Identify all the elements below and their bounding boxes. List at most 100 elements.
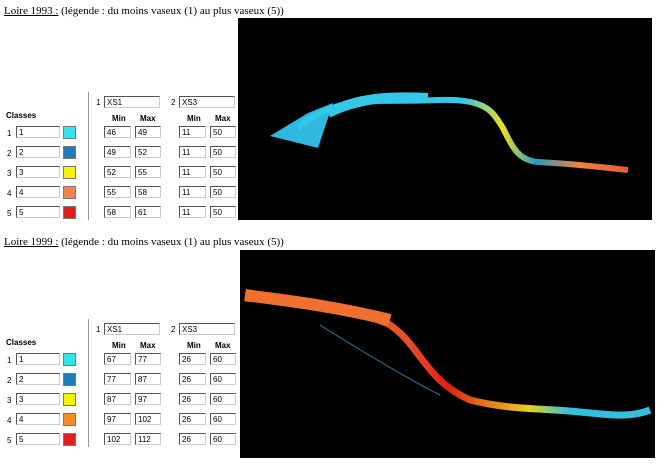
- max-input: 102: [135, 413, 161, 425]
- class-swatch: [63, 373, 76, 386]
- min-input: 26: [179, 373, 206, 385]
- class-swatch: [63, 186, 76, 199]
- heading: Loire 1993 : (légende : du moins vaseux …: [4, 5, 284, 17]
- heading: Loire 1999 : (légende : du moins vaseux …: [4, 236, 284, 248]
- max-input: 49: [135, 126, 161, 138]
- min-input: 102: [104, 433, 131, 445]
- min-input: 49: [104, 146, 131, 158]
- max-input: 60: [210, 433, 236, 445]
- min-input: 26: [179, 413, 206, 425]
- class-swatch: [63, 126, 76, 139]
- class-index: 5: [7, 209, 12, 218]
- class-index: 2: [7, 376, 12, 385]
- class-swatch: [63, 353, 76, 366]
- separator: [88, 92, 89, 220]
- title: Loire 1993 :: [4, 5, 59, 17]
- class-index: 1: [7, 356, 12, 365]
- class-index: 4: [7, 416, 12, 425]
- column-name: XS3: [179, 323, 235, 335]
- min-input: 52: [104, 166, 131, 178]
- column-number: 1: [96, 98, 101, 107]
- class-swatch: [63, 166, 76, 179]
- class-input: 4: [16, 413, 60, 425]
- min-input: 11: [179, 206, 206, 218]
- river-image: [240, 250, 655, 458]
- min-input: 55: [104, 186, 131, 198]
- min-input: 11: [179, 146, 206, 158]
- column-name: XS1: [104, 323, 160, 335]
- min-label: Min: [112, 114, 126, 123]
- class-index: 3: [7, 169, 12, 178]
- river-image: [238, 18, 652, 220]
- river-map: [244, 289, 652, 419]
- max-input: 61: [135, 206, 161, 218]
- max-input: 60: [210, 353, 236, 365]
- column-number: 2: [171, 98, 176, 107]
- min-input: 87: [104, 393, 131, 405]
- max-input: 58: [135, 186, 161, 198]
- column-name: XS3: [179, 96, 235, 108]
- class-swatch: [63, 393, 76, 406]
- class-swatch: [63, 433, 76, 446]
- class-swatch: [63, 413, 76, 426]
- min-label: Min: [187, 114, 201, 123]
- min-input: 58: [104, 206, 131, 218]
- min-label: Min: [112, 341, 126, 350]
- caption: (légende : du moins vaseux (1) au plus v…: [58, 5, 284, 17]
- title: Loire 1999 :: [4, 236, 59, 248]
- class-index: 4: [7, 189, 12, 198]
- max-input: 50: [210, 186, 236, 198]
- max-label: Max: [215, 341, 231, 350]
- river-map: [270, 92, 629, 173]
- min-label: Min: [187, 341, 201, 350]
- column-name: XS1: [104, 96, 160, 108]
- class-input: 5: [16, 433, 60, 445]
- min-input: 46: [104, 126, 131, 138]
- class-swatch: [63, 146, 76, 159]
- min-input: 77: [104, 373, 131, 385]
- min-input: 26: [179, 353, 206, 365]
- column-number: 2: [171, 325, 176, 334]
- column-number: 1: [96, 325, 101, 334]
- min-input: 67: [104, 353, 131, 365]
- class-input: 4: [16, 186, 60, 198]
- max-input: 60: [210, 373, 236, 385]
- min-input: 26: [179, 393, 206, 405]
- class-input: 5: [16, 206, 60, 218]
- min-input: 97: [104, 413, 131, 425]
- max-input: 52: [135, 146, 161, 158]
- class-index: 1: [7, 129, 12, 138]
- caption: (légende : du moins vaseux (1) au plus v…: [58, 236, 284, 248]
- max-input: 50: [210, 166, 236, 178]
- max-input: 50: [210, 146, 236, 158]
- max-input: 50: [210, 126, 236, 138]
- max-input: 112: [135, 433, 161, 445]
- classes-label: Classes: [6, 111, 37, 120]
- max-input: 77: [135, 353, 161, 365]
- separator: [88, 319, 89, 447]
- class-input: 2: [16, 146, 60, 158]
- classes-label: Classes: [6, 338, 37, 347]
- max-label: Max: [140, 341, 156, 350]
- max-input: 55: [135, 166, 161, 178]
- max-label: Max: [140, 114, 156, 123]
- class-index: 3: [7, 396, 12, 405]
- class-swatch: [63, 206, 76, 219]
- min-input: 11: [179, 126, 206, 138]
- class-input: 1: [16, 126, 60, 138]
- max-input: 60: [210, 413, 236, 425]
- class-index: 5: [7, 436, 12, 445]
- max-input: 97: [135, 393, 161, 405]
- class-input: 3: [16, 393, 60, 405]
- class-input: 3: [16, 166, 60, 178]
- min-input: 11: [179, 186, 206, 198]
- max-input: 87: [135, 373, 161, 385]
- min-input: 26: [179, 433, 206, 445]
- max-label: Max: [215, 114, 231, 123]
- class-index: 2: [7, 149, 12, 158]
- class-input: 1: [16, 353, 60, 365]
- class-input: 2: [16, 373, 60, 385]
- max-input: 50: [210, 206, 236, 218]
- min-input: 11: [179, 166, 206, 178]
